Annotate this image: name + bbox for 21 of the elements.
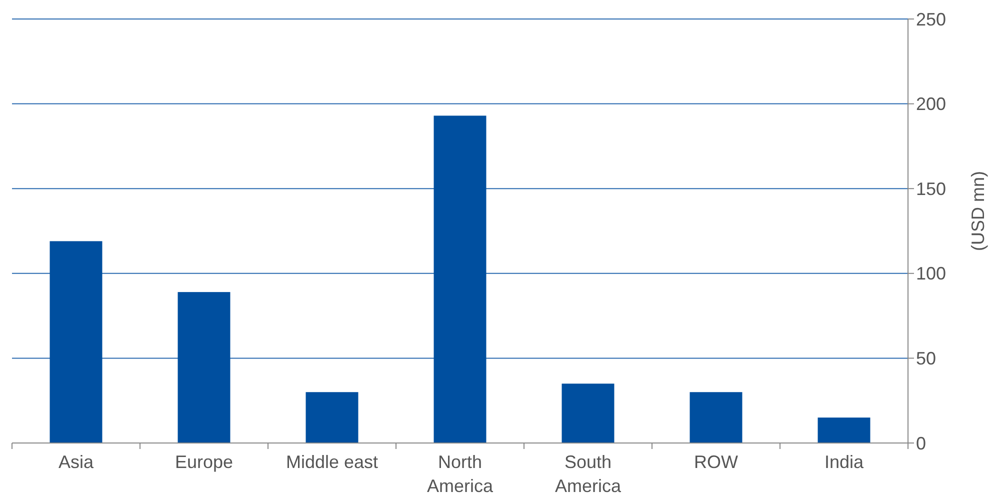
x-tick-label: India [824,452,864,472]
y-tick-label: 150 [916,178,946,199]
y-tick-label: 100 [916,264,946,284]
bar [562,384,614,443]
bar [818,418,870,443]
bar [306,392,358,443]
y-tick-label: 0 [916,433,926,454]
bar [690,392,742,443]
x-tick-label: Europe [174,452,234,472]
x-tick-label: Asia [58,452,94,472]
y-tick-label: 250 [916,9,946,30]
bar [434,116,486,443]
y-axis-title: (USD mn) [968,171,988,251]
y-tick-label: 200 [916,94,946,114]
x-tick-label: South America [554,452,622,496]
bar [178,292,230,443]
x-tick-label: ROW [694,452,738,472]
x-tick-label: North America [426,452,494,496]
x-tick-label: Middle east [286,452,378,472]
y-tick-label: 50 [916,348,936,368]
bar [50,241,102,443]
